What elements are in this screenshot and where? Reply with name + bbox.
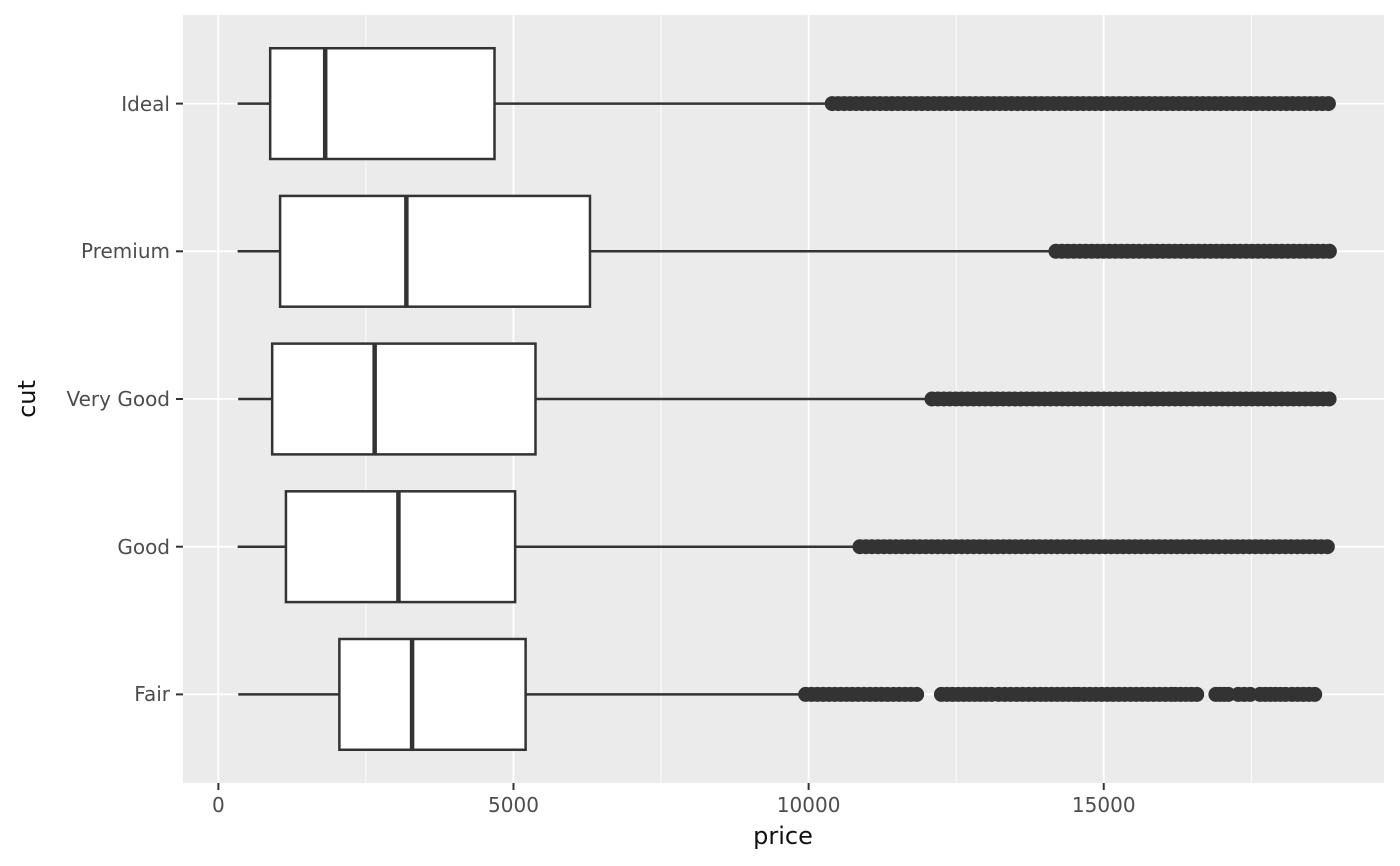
x-tick-label-15000: 15000 [1071, 793, 1136, 817]
x-tick-label-5000: 5000 [488, 793, 539, 817]
x-axis-title: price [753, 822, 813, 850]
boxplot-very-good [238, 342, 1337, 456]
outlier-dot [1321, 243, 1337, 259]
outlier-dot [1189, 686, 1205, 702]
outlier-dot [909, 686, 925, 702]
boxplot-fair [238, 637, 1323, 752]
boxplot-ideal [237, 46, 1336, 161]
iqr-box [338, 637, 527, 752]
boxplot-good [237, 490, 1335, 604]
x-tick-label-0: 0 [211, 793, 225, 817]
y-tick-label-premium: Premium [81, 239, 170, 264]
outlier-dot [1307, 686, 1323, 702]
y-tick-label-good: Good [117, 534, 170, 559]
iqr-box [278, 194, 592, 308]
iqr-box [270, 342, 537, 456]
outlier-dot [1321, 391, 1337, 407]
y-tick-label-fair: Fair [134, 682, 170, 707]
boxplot-premium [237, 194, 1337, 308]
y-axis-title: cut [13, 380, 41, 418]
x-tick-label-10000: 10000 [776, 793, 841, 817]
y-tick-label-ideal: Ideal [121, 91, 170, 116]
outlier-dot [1320, 96, 1336, 112]
iqr-box [268, 46, 496, 161]
outlier-dot [1319, 539, 1335, 555]
y-tick-label-very-good: Very Good [66, 387, 170, 411]
